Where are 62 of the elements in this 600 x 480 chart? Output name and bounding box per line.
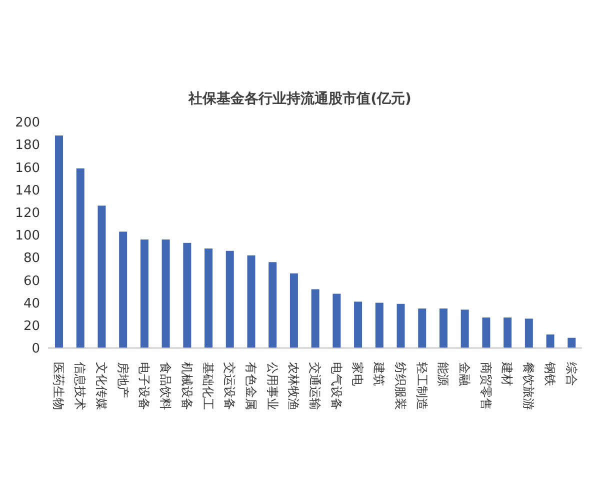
bar (311, 289, 320, 348)
bar (396, 304, 405, 348)
y-tick-label: 100 (15, 228, 40, 244)
bar (204, 248, 213, 348)
x-tick-label: 钢铁 (542, 361, 557, 386)
x-tick-label: 轻工制造 (414, 362, 429, 410)
y-tick-label: 80 (23, 251, 40, 266)
bar (119, 232, 128, 348)
bar (439, 308, 448, 348)
x-tick-label: 基础化工 (201, 362, 216, 410)
x-tick-label: 医药生物 (52, 362, 66, 410)
x-tick-label: 公用事业 (265, 362, 280, 410)
x-tick-label: 食品饮料 (158, 362, 172, 410)
bar (98, 206, 106, 348)
y-tick-label: 200 (15, 116, 40, 131)
bar (418, 308, 426, 348)
bar (354, 302, 362, 348)
x-tick-label: 家电 (350, 362, 365, 386)
x-tick-label: 农林牧渔 (286, 362, 301, 410)
y-tick-label: 40 (23, 296, 40, 312)
x-tick-label: 商贸零售 (478, 362, 493, 410)
chart-title: 社保基金各行业持流通股市值(亿元) (187, 90, 412, 109)
y-tick-label: 140 (15, 183, 40, 198)
x-tick-label: 能源 (436, 362, 450, 386)
x-tick-label: 机械设备 (180, 362, 194, 410)
bar (162, 240, 170, 348)
x-tick-label: 建筑 (372, 361, 386, 386)
bar (290, 273, 298, 348)
y-tick-label: 0 (32, 342, 40, 357)
bar (226, 250, 234, 348)
bar (524, 318, 533, 348)
bar (504, 317, 512, 348)
bar (183, 242, 192, 348)
x-tick-label: 纺织服装 (393, 362, 408, 410)
x-tick-label: 建材 (500, 361, 514, 386)
bar (247, 255, 256, 348)
bar (332, 294, 341, 348)
bar (268, 262, 277, 348)
y-tick-label: 160 (15, 160, 40, 176)
x-tick-label: 有色金属 (244, 362, 258, 410)
x-tick-label: 文化传媒 (94, 362, 108, 410)
y-tick-label: 60 (23, 274, 40, 289)
x-tick-label: 交运设备 (222, 362, 237, 410)
bar (140, 240, 148, 348)
x-tick-label: 金融 (458, 362, 472, 386)
bar (76, 168, 84, 348)
x-tick-label: 电气设备 (329, 362, 344, 410)
bar (375, 302, 384, 348)
bar (568, 338, 576, 348)
x-tick-label: 电子设备 (137, 362, 152, 410)
y-tick-label: 20 (23, 319, 40, 334)
y-tick-label: 180 (15, 138, 40, 154)
x-tick-label: 交通运输 (308, 362, 322, 410)
bar (460, 310, 469, 348)
bar (55, 136, 63, 348)
y-tick-label: 120 (15, 206, 40, 222)
bar (546, 334, 554, 348)
x-tick-label: 房地产 (116, 362, 130, 398)
x-tick-label: 餐饮旅游 (522, 362, 536, 410)
x-tick-label: 信息技术 (73, 362, 88, 410)
x-tick-label: 综合 (564, 362, 578, 386)
bar (482, 317, 490, 348)
